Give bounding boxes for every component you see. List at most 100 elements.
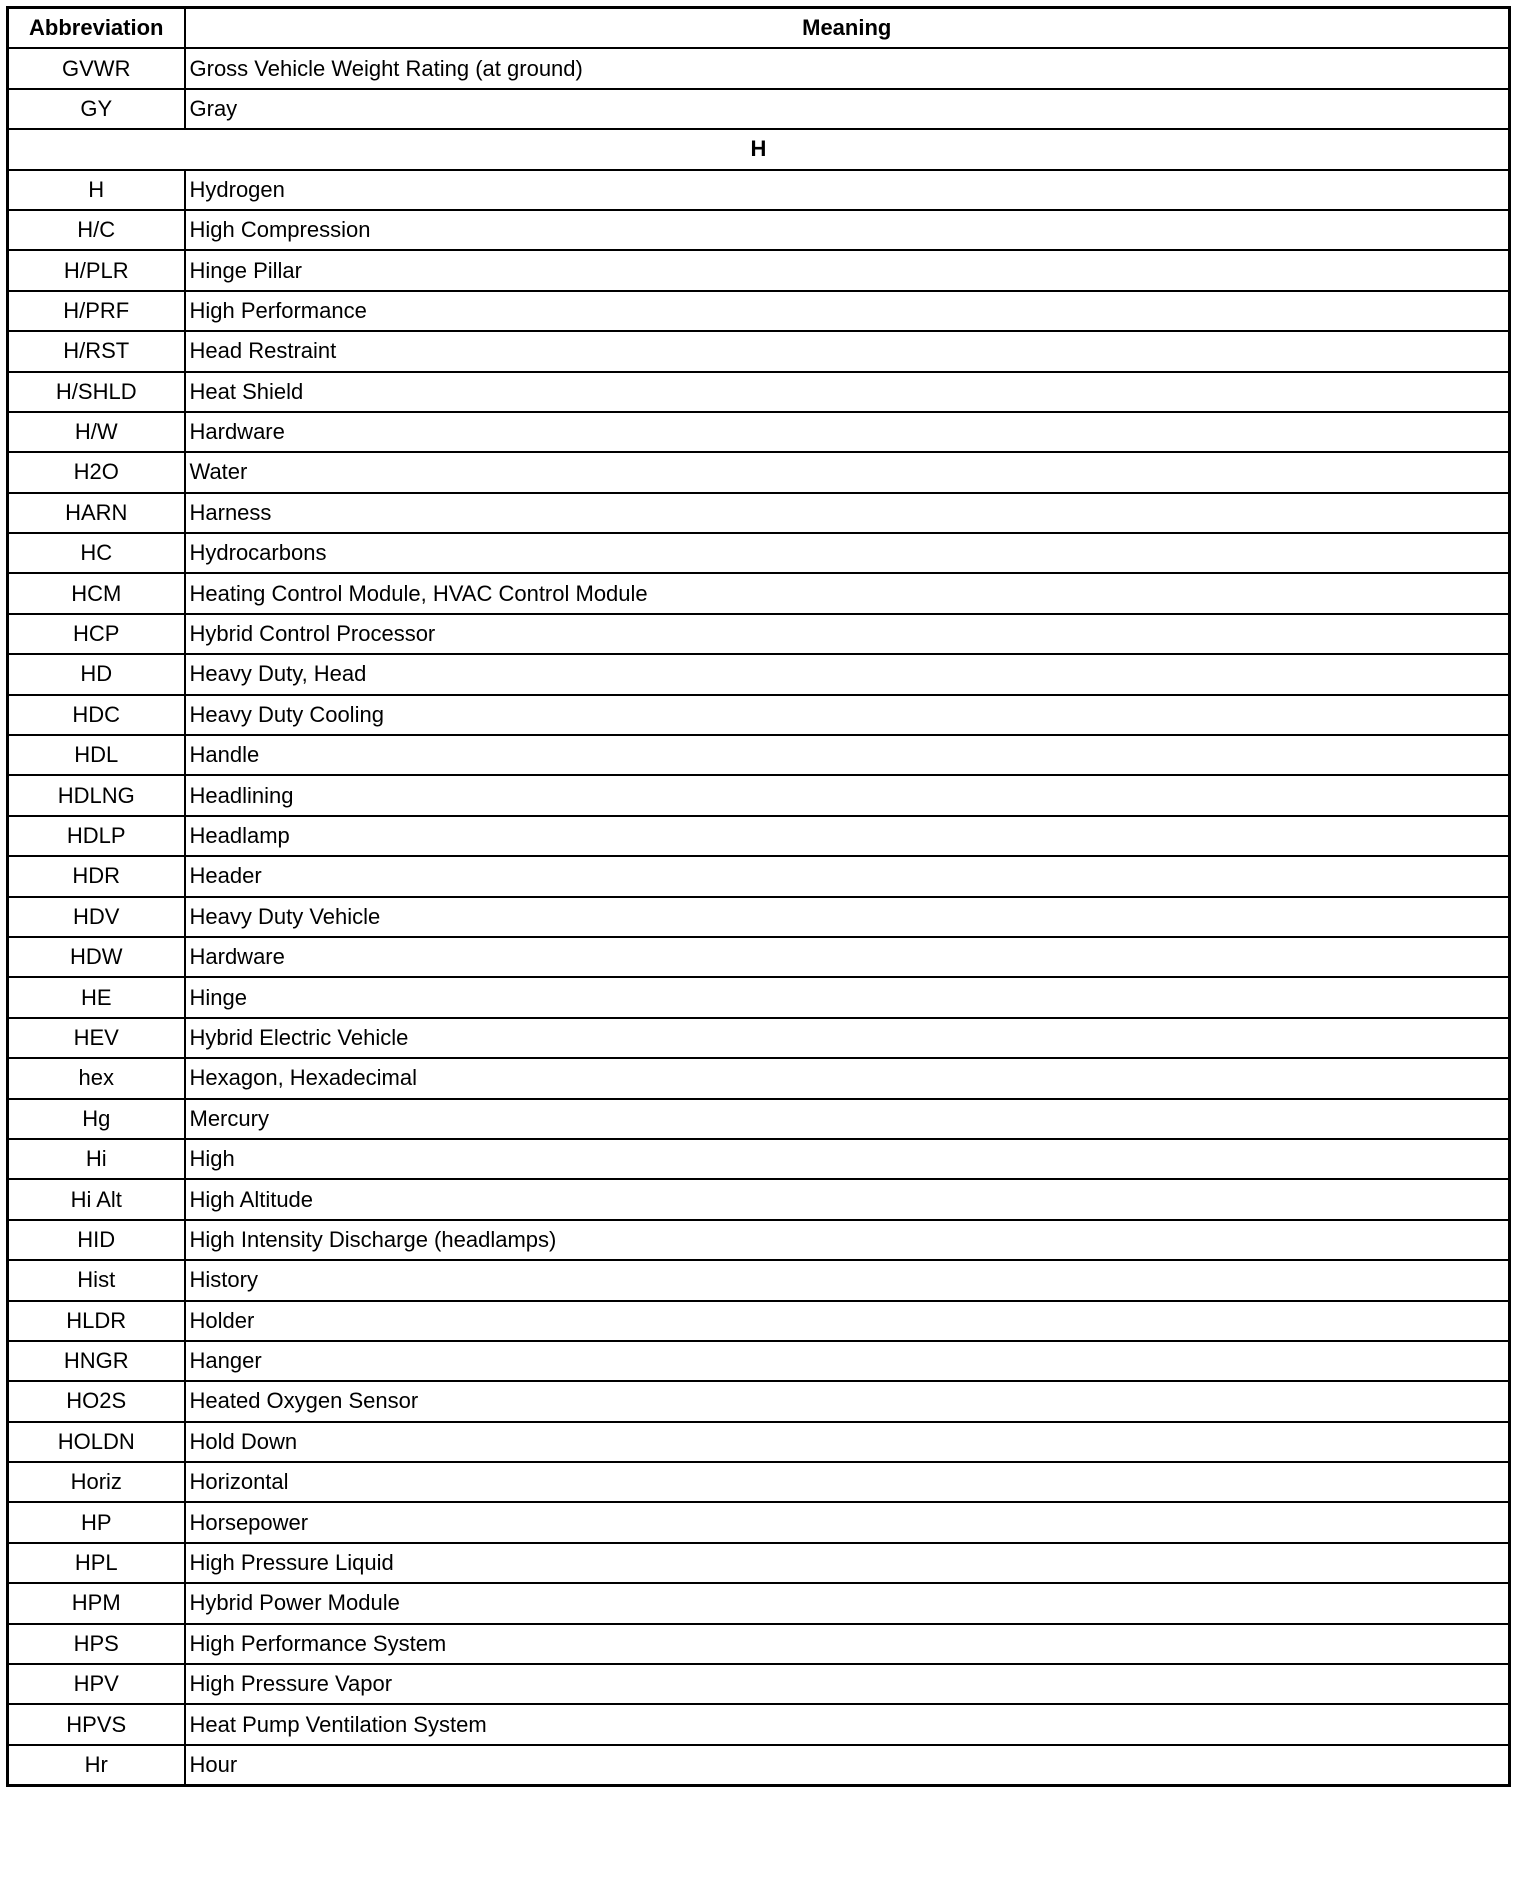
- meaning-cell: High Intensity Discharge (headlamps): [183, 1218, 1511, 1262]
- abbreviation-cell: HDV: [6, 895, 186, 938]
- abbreviation-cell: HC: [6, 532, 186, 575]
- meaning-cell: Hydrogen: [183, 168, 1511, 211]
- abbreviation-cell: HPS: [6, 1622, 186, 1666]
- table-row: GY Gray: [6, 87, 1511, 131]
- table-row: hex Hexagon, Hexadecimal: [6, 1057, 1511, 1100]
- table-row: HPV High Pressure Vapor: [6, 1663, 1511, 1706]
- meaning-cell: Hardware: [183, 410, 1511, 454]
- meaning-cell: Hinge: [183, 976, 1511, 1019]
- table-row: Hist History: [6, 1259, 1511, 1302]
- table-row: H/C High Compression: [6, 208, 1511, 252]
- table-row: H/SHLD Heat Shield: [6, 370, 1511, 413]
- abbreviation-cell: HPM: [6, 1582, 186, 1625]
- meaning-cell: High Pressure Liquid: [183, 1541, 1511, 1585]
- table-row: H/RST Head Restraint: [6, 330, 1511, 373]
- abbreviation-cell: HPL: [6, 1541, 186, 1585]
- meaning-cell: High: [183, 1137, 1511, 1181]
- meaning-cell: Gray: [183, 87, 1511, 131]
- abbreviation-cell: HD: [6, 653, 186, 696]
- abbreviation-cell: HDLP: [6, 814, 186, 858]
- meaning-cell: Heated Oxygen Sensor: [183, 1380, 1511, 1423]
- abbreviation-cell: HCM: [6, 572, 186, 615]
- table-row: HCP Hybrid Control Processor: [6, 612, 1511, 656]
- table-row: HDR Header: [6, 855, 1511, 898]
- meaning-cell: Heavy Duty Cooling: [183, 693, 1511, 737]
- table-row: HDV Heavy Duty Vehicle: [6, 895, 1511, 938]
- meaning-cell: Water: [183, 451, 1511, 494]
- meaning-cell: Hybrid Control Processor: [183, 612, 1511, 656]
- abbreviation-cell: H/W: [6, 410, 186, 454]
- meaning-cell: High Pressure Vapor: [183, 1663, 1511, 1706]
- table-row: H2O Water: [6, 451, 1511, 494]
- table-row: GVWR Gross Vehicle Weight Rating (at grou…: [6, 47, 1511, 90]
- meaning-cell: Hydrocarbons: [183, 532, 1511, 575]
- abbreviation-cell: Hr: [6, 1743, 186, 1787]
- table-row: HD Heavy Duty, Head: [6, 653, 1511, 696]
- meaning-cell: Heat Pump Ventilation System: [183, 1703, 1511, 1746]
- table-body: GVWR Gross Vehicle Weight Rating (at grou…: [6, 47, 1511, 1787]
- table-row: HID High Intensity Discharge (headlamps): [6, 1218, 1511, 1262]
- table-row: HO2S Heated Oxygen Sensor: [6, 1380, 1511, 1423]
- abbreviation-cell: HEV: [6, 1016, 186, 1060]
- table-row: Hi Alt High Altitude: [6, 1178, 1511, 1221]
- abbreviation-cell: HNGR: [6, 1339, 186, 1383]
- abbreviation-cell: HLDR: [6, 1299, 186, 1342]
- meaning-cell: Gross Vehicle Weight Rating (at ground): [183, 47, 1511, 90]
- abbreviation-cell: H/RST: [6, 330, 186, 373]
- meaning-cell: Heavy Duty Vehicle: [183, 895, 1511, 938]
- table-row: HNGR Hanger: [6, 1339, 1511, 1383]
- table-row: H Hydrogen: [6, 168, 1511, 211]
- abbreviation-cell: HOLDN: [6, 1420, 186, 1464]
- table-row: HDW Hardware: [6, 935, 1511, 979]
- meaning-cell: Headlining: [183, 774, 1511, 817]
- table-row: HARN Harness: [6, 491, 1511, 535]
- abbreviation-cell: HCP: [6, 612, 186, 656]
- table-row: HPM Hybrid Power Module: [6, 1582, 1511, 1625]
- abbreviation-cell: HPVS: [6, 1703, 186, 1746]
- table-row: Horiz Horizontal: [6, 1461, 1511, 1504]
- section-row: H: [6, 128, 1511, 171]
- table-row: HP Horsepower: [6, 1501, 1511, 1544]
- meaning-cell: Header: [183, 855, 1511, 898]
- table-row: HDLP Headlamp: [6, 814, 1511, 858]
- abbreviation-cell: H2O: [6, 451, 186, 494]
- meaning-cell: History: [183, 1259, 1511, 1302]
- abbreviation-cell: HDL: [6, 734, 186, 777]
- abbreviation-cell: H/PLR: [6, 249, 186, 292]
- meaning-cell: High Performance System: [183, 1622, 1511, 1666]
- abbreviation-cell: Hi: [6, 1137, 186, 1181]
- table-row: H/W Hardware: [6, 410, 1511, 454]
- table-row: HEV Hybrid Electric Vehicle: [6, 1016, 1511, 1060]
- abbreviation-cell: HID: [6, 1218, 186, 1262]
- meaning-cell: Heavy Duty, Head: [183, 653, 1511, 696]
- meaning-cell: Harness: [183, 491, 1511, 535]
- table-row: HPVS Heat Pump Ventilation System: [6, 1703, 1511, 1746]
- abbreviation-table: Abbreviation Meaning GVWR Gross Vehicle W…: [6, 6, 1511, 1788]
- meaning-cell: Handle: [183, 734, 1511, 777]
- abbreviation-cell: HO2S: [6, 1380, 186, 1423]
- meaning-cell: Hybrid Electric Vehicle: [183, 1016, 1511, 1060]
- table-row: HCM Heating Control Module, HVAC Control …: [6, 572, 1511, 615]
- abbreviation-cell: GVWR: [6, 47, 186, 90]
- meaning-cell: Hexagon, Hexadecimal: [183, 1057, 1511, 1100]
- table-row: H/PRF High Performance: [6, 289, 1511, 333]
- abbreviation-cell: HARN: [6, 491, 186, 535]
- meaning-cell: Horsepower: [183, 1501, 1511, 1544]
- table-row: HOLDN Hold Down: [6, 1420, 1511, 1464]
- abbreviation-cell: H: [6, 168, 186, 211]
- meaning-cell: Head Restraint: [183, 330, 1511, 373]
- abbreviation-cell: HDLNG: [6, 774, 186, 817]
- meaning-cell: Horizontal: [183, 1461, 1511, 1504]
- table-row: Hr Hour: [6, 1743, 1511, 1787]
- meaning-cell: High Performance: [183, 289, 1511, 333]
- abbreviation-cell: HDW: [6, 935, 186, 979]
- abbreviation-cell: H/SHLD: [6, 370, 186, 413]
- table-row: HPS High Performance System: [6, 1622, 1511, 1666]
- meaning-cell: Hanger: [183, 1339, 1511, 1383]
- table-row: HE Hinge: [6, 976, 1511, 1019]
- meaning-cell: Hardware: [183, 935, 1511, 979]
- abbreviation-cell: HDC: [6, 693, 186, 737]
- meaning-cell: Mercury: [183, 1097, 1511, 1140]
- abbreviation-cell: hex: [6, 1057, 186, 1100]
- abbreviation-cell: HE: [6, 976, 186, 1019]
